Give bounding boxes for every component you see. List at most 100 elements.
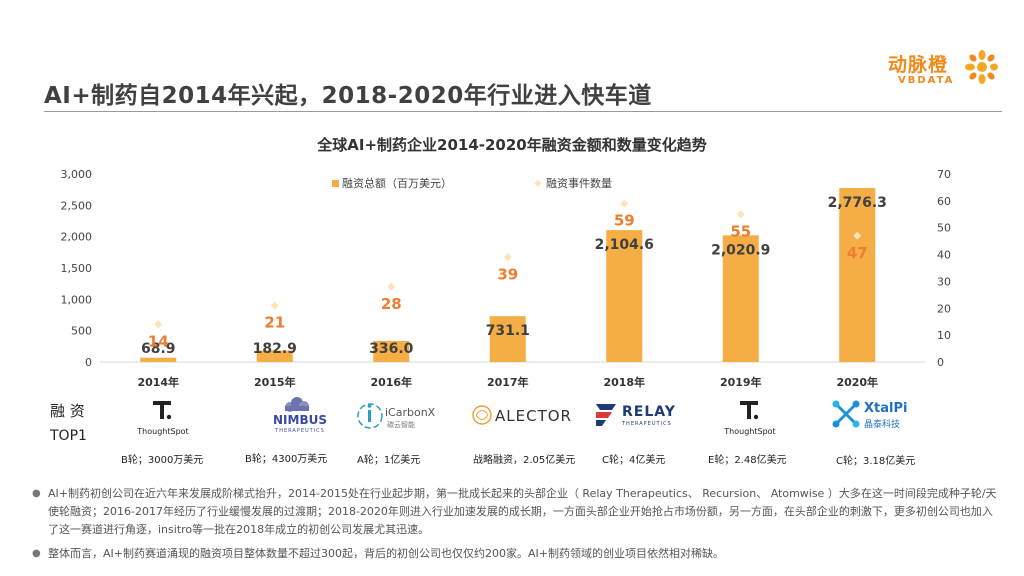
count-label: 28 (381, 295, 402, 313)
title-divider (44, 111, 1002, 112)
count-label: 55 (730, 222, 751, 240)
left-tick-label: 0 (85, 356, 92, 369)
left-tick-label: 1,000 (61, 293, 93, 306)
count-marker (620, 199, 629, 208)
left-tick-label: 1,500 (61, 262, 93, 275)
right-tick-label: 30 (937, 275, 951, 288)
page-title: AI+制药自2014年兴起，2018-2020年行业进入快车道 (44, 83, 652, 109)
right-axis: 0 10 20 30 40 50 60 70 (937, 168, 951, 369)
amount-label: 336.0 (369, 341, 414, 357)
alector-brain-icon (472, 405, 492, 425)
company-logo-alector: ALECTOR (470, 400, 571, 440)
company-logo-thoughtspot-2019: ThoughtSpot (700, 398, 800, 438)
icarbonx-icon (357, 403, 383, 429)
right-tick-label: 20 (937, 302, 951, 315)
logo-text: RELAY (622, 404, 676, 420)
bullet-dot-icon: ● (32, 488, 41, 499)
bar (373, 340, 410, 362)
x-tick-label: 2017年 (487, 375, 529, 389)
count-marker (387, 282, 396, 291)
brand-logo: 动脉橙 VBDATA (888, 50, 954, 86)
deal-2014: B轮；3000万美元 (121, 455, 204, 466)
deal-2018: C轮；4亿美元 (602, 455, 666, 466)
company-logo-xtalpi: XtalPi 晶泰科技 (830, 398, 930, 438)
company-logo-relay: RELAY THERAPEUTICS (592, 398, 692, 438)
deal-2015: B轮；4300万美元 (245, 454, 328, 465)
bar (140, 357, 177, 362)
chart-title: 全球AI+制药企业2014-2020年融资金额和数量变化趋势 (317, 136, 707, 154)
x-tick-label: 2015年 (254, 375, 296, 389)
count-label: 59 (614, 212, 635, 230)
count-label: 39 (497, 265, 518, 283)
brand-name-cn: 动脉橙 (888, 54, 949, 76)
left-tick-label: 2,000 (61, 231, 93, 244)
left-tick-label: 2,500 (61, 199, 93, 212)
left-axis: 0 500 1,000 1,500 2,000 2,500 3,000 (61, 168, 93, 369)
logo-subtext: THERAPEUTICS (275, 428, 325, 434)
deal-2019: E轮；2.48亿美元 (708, 455, 787, 466)
bar (839, 188, 876, 362)
count-label: 21 (264, 314, 285, 332)
amount-label: 2,020.9 (711, 242, 770, 258)
relay-icon (596, 404, 616, 426)
left-tick-label: 500 (71, 325, 92, 338)
amount-label: 2,104.6 (595, 237, 654, 253)
summary-notes: ● AI+制药初创公司在近六年来发展成阶梯式抬升，2014-2015处在行业起步… (32, 485, 1002, 569)
legend-marker-label: 融资事件数量 (546, 177, 612, 190)
count-marker (853, 231, 862, 240)
right-tick-label: 60 (937, 195, 951, 208)
funding-chart: 0 500 1,000 1,500 2,000 2,500 3,000 0 10 20 30 40 5… (61, 168, 952, 389)
company-logo-icarbonx: iCarbonX 碳云智能 (355, 398, 455, 438)
bullet-dot-icon: ● (32, 548, 41, 559)
top-deals-sublabel: TOP1 (50, 428, 87, 444)
bullet-item: ● 整体而言，AI+制药赛道涌现的融资项目整体数量不超过300起，背后的初创公司… (32, 545, 1002, 563)
bullet-text: AI+制药初创公司在近六年来发展成阶梯式抬升，2014-2015处在行业起步期，… (48, 487, 997, 536)
logo-subtext: THERAPEUTICS (622, 421, 672, 427)
legend-bar-label: 融资总额（百万美元） (342, 176, 452, 190)
deal-2017: 战略融资，2.05亿美元 (473, 455, 576, 466)
x-tick-label: 2018年 (603, 375, 645, 389)
x-tick-label: 2016年 (370, 375, 412, 389)
x-tick-label: 2014年 (137, 375, 179, 389)
right-tick-label: 50 (937, 222, 951, 235)
right-tick-label: 10 (937, 329, 951, 342)
thoughtspot-icon (740, 401, 759, 420)
thoughtspot-icon (153, 401, 172, 420)
bullet-text: 整体而言，AI+制药赛道涌现的融资项目整体数量不超过300起，背后的初创公司也仅… (48, 547, 724, 560)
brand-name-en: VBDATA (898, 75, 955, 86)
logo-text: XtalPi (864, 401, 908, 416)
count-label: 14 (148, 332, 169, 350)
legend-bar-swatch (332, 180, 339, 187)
x-tick-label: 2020年 (836, 375, 878, 389)
logo-text: iCarbonX (385, 406, 436, 419)
logo-subtext: 碳云智能 (387, 421, 415, 429)
company-logo-thoughtspot-2014: ThoughtSpot (113, 398, 213, 438)
count-marker (154, 320, 163, 329)
right-tick-label: 70 (937, 168, 951, 181)
chart-legend: 融资总额（百万美元） 融资事件数量 (332, 176, 612, 190)
count-marker (736, 210, 745, 219)
amount-label: 2,776.3 (828, 195, 887, 211)
nimbus-cloud-icon (285, 397, 309, 412)
amount-label: 731.1 (486, 323, 530, 339)
count-marker (270, 301, 279, 310)
legend-marker-swatch (534, 180, 542, 187)
company-logo-nimbus: NIMBUS THERAPEUTICS (250, 396, 350, 436)
bar (256, 350, 293, 362)
bar (722, 235, 759, 362)
xtalpi-molecule-icon (832, 400, 860, 428)
deal-2020: C轮；3.18亿美元 (836, 456, 916, 467)
bullet-item: ● AI+制药初创公司在近六年来发展成阶梯式抬升，2014-2015处在行业起步… (32, 485, 1002, 539)
left-tick-label: 3,000 (61, 168, 93, 181)
bar (606, 230, 643, 362)
top-deals-label: 融 资 (50, 402, 85, 420)
amount-label: 182.9 (253, 341, 297, 357)
deal-2016: A轮；1亿美元 (357, 455, 421, 466)
logo-text: ThoughtSpot (724, 427, 776, 436)
logo-subtext: 晶泰科技 (864, 420, 901, 430)
amount-label: 68.9 (141, 341, 176, 357)
bar (489, 316, 526, 362)
logo-text: NIMBUS (273, 413, 327, 427)
right-tick-label: 40 (937, 249, 951, 262)
logo-text: ThoughtSpot (137, 427, 189, 436)
